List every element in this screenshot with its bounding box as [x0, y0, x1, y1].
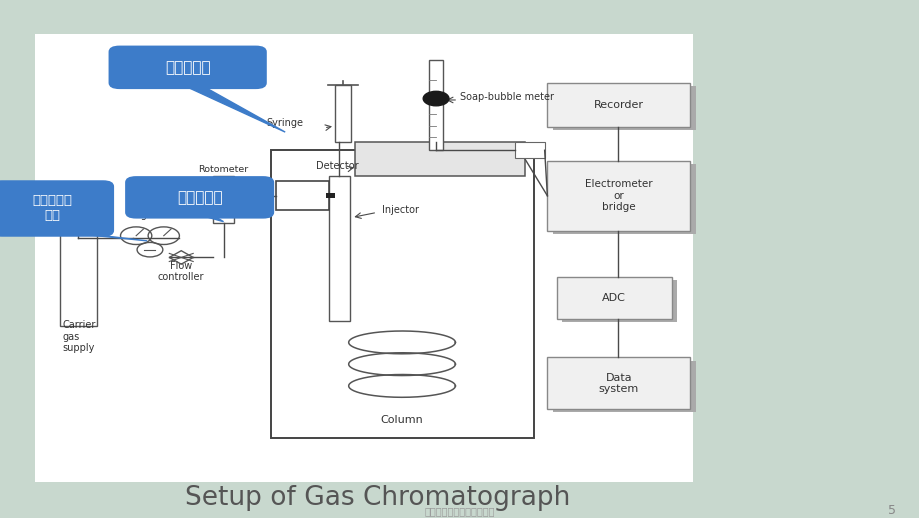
Bar: [547, 357, 689, 409]
Bar: [325, 193, 335, 198]
Polygon shape: [190, 212, 223, 222]
Text: 转字流量计: 转字流量计: [176, 190, 222, 205]
Bar: [329, 176, 349, 321]
Text: Flow
splitter: Flow splitter: [232, 186, 264, 206]
Text: 5: 5: [887, 504, 895, 517]
Bar: [213, 176, 233, 223]
Text: Electrometer
or
bridge: Electrometer or bridge: [584, 179, 652, 212]
Bar: [552, 361, 695, 412]
Text: Injector: Injector: [381, 205, 418, 215]
Text: Recorder: Recorder: [593, 100, 643, 110]
Text: 皮膜流量计: 皮膜流量计: [165, 60, 210, 75]
Text: Syringe: Syringe: [267, 118, 303, 128]
Bar: [271, 150, 533, 438]
Text: Rotometer: Rotometer: [199, 165, 248, 175]
Text: Two-stage
pressure
regulator: Two-stage pressure regulator: [131, 186, 180, 220]
Bar: [515, 142, 544, 158]
Text: Column: Column: [380, 414, 423, 425]
Text: Carrier
gas
supply: Carrier gas supply: [62, 320, 96, 353]
Text: 调整件，标
准件: 调整件，标 准件: [32, 194, 73, 223]
Circle shape: [218, 199, 229, 205]
Bar: [60, 225, 96, 326]
FancyBboxPatch shape: [35, 34, 692, 482]
FancyBboxPatch shape: [125, 176, 274, 219]
Ellipse shape: [70, 213, 86, 219]
Bar: [562, 280, 676, 322]
Text: 药物剦析气相色谱基础课件: 药物剦析气相色谱基础课件: [425, 506, 494, 516]
Bar: [335, 85, 351, 142]
Bar: [428, 60, 443, 150]
Bar: [556, 277, 671, 319]
Circle shape: [423, 91, 448, 106]
Bar: [552, 164, 695, 234]
Bar: [355, 142, 525, 176]
Text: Detector: Detector: [315, 161, 357, 171]
FancyBboxPatch shape: [0, 180, 114, 237]
Text: Data
system: Data system: [598, 372, 638, 394]
Text: Soap-bubble meter: Soap-bubble meter: [460, 92, 553, 103]
Text: ADC: ADC: [602, 293, 625, 303]
Text: Setup of Gas Chromatograph: Setup of Gas Chromatograph: [185, 485, 569, 511]
Text: Flow
controller: Flow controller: [158, 261, 204, 282]
Bar: [547, 161, 689, 231]
Bar: [552, 86, 695, 130]
Polygon shape: [178, 83, 285, 132]
Bar: [547, 83, 689, 127]
FancyBboxPatch shape: [108, 46, 267, 89]
Bar: [276, 181, 329, 210]
Polygon shape: [45, 231, 147, 241]
Ellipse shape: [60, 218, 96, 233]
